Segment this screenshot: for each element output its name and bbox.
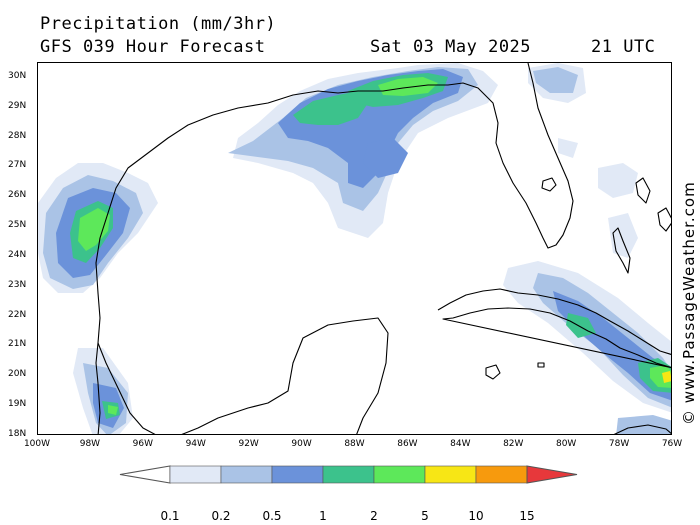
precip-area-light [558,138,578,158]
latitude-label: 24N [8,249,27,260]
longitude-label: 100W [23,439,51,449]
legend-color-box [271,465,324,484]
longitude-label: 94W [185,439,206,449]
forecast-hour: GFS 039 Hour Forecast [40,37,266,57]
latitude-label: 20N [8,369,27,380]
precip-area-heavy [378,77,438,96]
longitude-label: 86W [397,439,418,449]
cuba-coastline [437,288,671,369]
precip-area-light [598,163,638,198]
latitude-label: 29N [8,100,27,111]
longitude-label: 76W [661,439,683,449]
precip-area-heavy [108,405,118,415]
precip-area-moderate [293,91,368,125]
latitude-label: 30N [8,70,27,81]
legend-label: 1 [319,509,327,523]
site-credit: © www.PassageWeather.com [680,181,698,425]
legend-label: 2 [370,509,378,523]
precip-map [38,63,671,434]
jamaica-coastline [613,424,671,434]
longitude-label: 84W [450,439,471,449]
map-frame [37,62,672,435]
isla-juventud [485,364,501,380]
precip-layer [38,63,671,434]
latitude-label: 28N [8,130,27,141]
longitude-label: 88W [344,439,365,449]
cayman-island [537,362,545,368]
longitude-label: 78W [608,439,630,449]
latitude-label: 21N [8,339,27,350]
latitude-label: 19N [8,399,27,410]
longitude-label: 80W [555,439,577,449]
precip-area-light [608,213,638,258]
latitude-label: 22N [8,309,27,320]
longitude-label: 82W [503,439,524,449]
chart-title: Precipitation (mm/3hr) [40,14,277,34]
legend-color-box [220,465,273,484]
coastline-layer [95,63,671,434]
legend-color-box [322,465,375,484]
latitude-label: 18N [8,429,27,439]
latitude-label: 26N [8,190,27,201]
legend-lower-arrow [119,465,171,484]
legend-color-box [475,465,528,484]
legend-color-box [424,465,477,484]
yucatan-coastline [97,317,389,434]
legend-label: 5 [421,509,429,523]
forecast-date: Sat 03 May 2025 [370,37,532,57]
precip-area-heavy [78,208,110,251]
longitude-label: 98W [79,439,101,449]
florida-lake [541,177,557,192]
latitude-label: 23N [8,279,27,290]
latitude-label: 25N [8,220,27,231]
precip-area-intense [662,371,671,383]
legend-label: 0.1 [160,509,180,523]
longitude-label: 96W [132,439,154,449]
legend-color-box [373,465,426,484]
forecast-time: 21 UTC [591,37,656,57]
longitude-label: 90W [291,439,312,449]
precip-area-mid [363,138,408,178]
longitude-label: 92W [238,439,259,449]
precip-area-lowmid [533,67,578,93]
gulf-coastline [95,63,574,434]
legend-upper-arrow [526,465,578,484]
color-scale-legend [119,465,578,484]
legend-color-box [169,465,222,484]
precip-area-lowmid [616,415,671,434]
bahamas-coastline [612,177,671,274]
legend-label: 0.2 [211,509,231,523]
legend-label: 15 [519,509,535,523]
legend-label: 0.5 [262,509,282,523]
legend-label: 10 [468,509,484,523]
latitude-label: 27N [8,160,27,171]
